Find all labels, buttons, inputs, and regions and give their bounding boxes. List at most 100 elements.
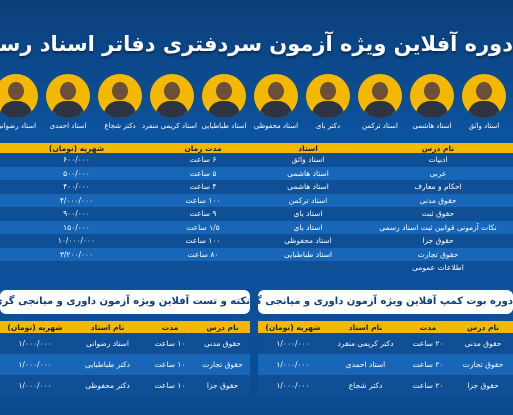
table-cell: دکتر طباطبایی [70,354,145,375]
table-cell: ۱۰۰ ساعت [153,193,253,207]
table-cell: استاد هاشمی [253,166,363,180]
table-cell [253,261,363,275]
avatar [150,74,194,118]
table-cell [0,261,153,275]
column-header: نام درس [195,321,250,333]
header-row: نام درس مدت نام استاد شهریه (تومان) [258,321,513,333]
table-cell: ۵۰۰/۰۰۰ [0,166,153,180]
teacher-name: استاد طباطبایی [201,122,247,130]
table-cell: استاد واثق [253,153,363,167]
table-row: حقوق مدنی ۱۰ ساعت استاد رضوانی ۱/۰۰۰/۰۰۰ [0,333,250,354]
table-cell: حقوق مدنی [453,333,513,354]
table-cell: ۹ ساعت [153,207,253,221]
table-cell: ادبیات [363,153,513,167]
avatar [358,74,402,118]
table-cell: دکتر کریمی منفرد [328,333,403,354]
table-cell: ۱/۰۰۰/۰۰۰ [258,375,328,396]
table-cell: ۹۰۰/۰۰۰ [0,207,153,221]
avatar-head [476,82,492,100]
teacher-name: استاد محفوظی [253,122,299,130]
table-row: عربی استاد هاشمی ۵ ساعت ۵۰۰/۰۰۰ [0,166,513,180]
table-cell: دکتر شجاع [328,375,403,396]
avatar-head [164,82,180,100]
avatar [462,74,506,118]
table-cell: عربی [363,166,513,180]
table-cell: استاد بای [253,220,363,234]
avatar-head [112,82,128,100]
table-cell: ۶۰۰/۰۰۰ [0,153,153,167]
avatar-body [364,101,396,118]
avatar-head [424,82,440,100]
table-cell: حقوق تجارت [453,354,513,375]
table-cell: ۲۰ ساعت [403,354,453,375]
table-row: حقوق مدنی استاد ترکمن ۱۰۰ ساعت ۴/۰۰۰/۰۰۰ [0,193,513,207]
teacher: استاد محفوظی [251,74,301,130]
column-header: مدت [403,321,453,333]
column-header: شهریه (تومان) [0,321,70,333]
table-cell: حقوق جزا [453,375,513,396]
avatar-body [416,101,448,118]
table-cell: ۲۰ ساعت [403,333,453,354]
table-cell: دکتر محفوظی [70,375,145,396]
header-row: نام درس استاد مدت زمان شهریه (تومان) [0,143,513,153]
teacher-name: استاد ترکمن [362,122,398,130]
table-cell: ۲۰ ساعت [403,375,453,396]
avatar [98,74,142,118]
table-cell: ۱۰/۰۰۰/۰۰۰ [0,234,153,248]
table-cell: ۱/۰۰۰/۰۰۰ [0,333,70,354]
table-cell: ۱۰ ساعت [145,333,195,354]
avatar [410,74,454,118]
teacher: استاد هاشمی [407,74,457,130]
main-table-wrap: نام درس استاد مدت زمان شهریه (تومان) ادبیات ا… [0,143,513,275]
table-cell: ۳/۲۰۰/۰۰۰ [0,247,153,261]
table-cell: ۱/۰۰۰/۰۰۰ [0,375,70,396]
table-cell: حقوق تجارت [195,354,250,375]
teacher-name: دکتر شجاع [104,122,136,130]
table-cell: حقوق جزا [195,375,250,396]
table-cell: ۴/۰۰۰/۰۰۰ [0,193,153,207]
teacher: استاد واثق [459,74,509,130]
table-cell: استاد هاشمی [253,180,363,194]
teacher: استاد ترکمن [355,74,405,130]
table-cell: استاد احمدی [328,354,403,375]
avatar-body [312,101,344,118]
table-cell: ۴ ساعت [153,180,253,194]
avatar-head [268,82,284,100]
teacher-name: استاد رضوانی [0,122,37,130]
avatar-body [0,101,32,118]
table-cell: استاد رضوانی [70,333,145,354]
table-cell [153,261,253,275]
table-row: نکات آزمونی قوانین ثبت اسناد رسمی استاد ب… [0,220,513,234]
teacher: دکتر شجاع [95,74,145,130]
avatar-head [372,82,388,100]
avatar [202,74,246,118]
column-header: نام استاد [328,321,403,333]
table: نام درس مدت نام استاد شهریه (تومان) حقوق مدن… [0,321,250,396]
table-cell: ۶ ساعت [153,153,253,167]
section-title: نکته و تست آفلاین ویژه آزمون داوری و میا… [0,290,250,314]
column-header: مدت [145,321,195,333]
avatar-body [260,101,292,118]
table-row: حقوق جزا ۱۰ ساعت دکتر محفوظی ۱/۰۰۰/۰۰۰ [0,375,250,396]
page-title: دوره آفلاین ویژه آزمون سردفتری دفاتر اسن… [0,32,513,56]
table-row: حقوق تجارت ۱۰ ساعت دکتر طباطبایی ۱/۰۰۰/۰۰۰ [0,354,250,375]
table-cell: حقوق مدنی [195,333,250,354]
table-cell: نکات آزمونی قوانین ثبت اسناد رسمی [363,220,513,234]
avatar [46,74,90,118]
tests-table-wrap: نام درس مدت نام استاد شهریه (تومان) حقوق مدن… [0,321,250,396]
table-cell: ۴۰۰/۰۰۰ [0,180,153,194]
bootcamp-table-wrap: نام درس مدت نام استاد شهریه (تومان) حقوق مدن… [258,321,513,396]
table-cell: استاد ترکمن [253,193,363,207]
avatar-body [468,101,500,118]
header-row: نام درس مدت نام استاد شهریه (تومان) [0,321,250,333]
table-cell: استاد بای [253,207,363,221]
table: نام درس مدت نام استاد شهریه (تومان) حقوق مدن… [258,321,513,396]
table-cell: حقوق تجارت [363,247,513,261]
table-row: حقوق جزا ۲۰ ساعت دکتر شجاع ۱/۰۰۰/۰۰۰ [258,375,513,396]
table-cell: ۱۰ ساعت [145,375,195,396]
table-cell: ۱۰۰ ساعت [153,234,253,248]
table-cell: حقوق مدنی [363,193,513,207]
column-header: نام درس [363,143,513,153]
teacher: استاد طباطبایی [199,74,249,130]
